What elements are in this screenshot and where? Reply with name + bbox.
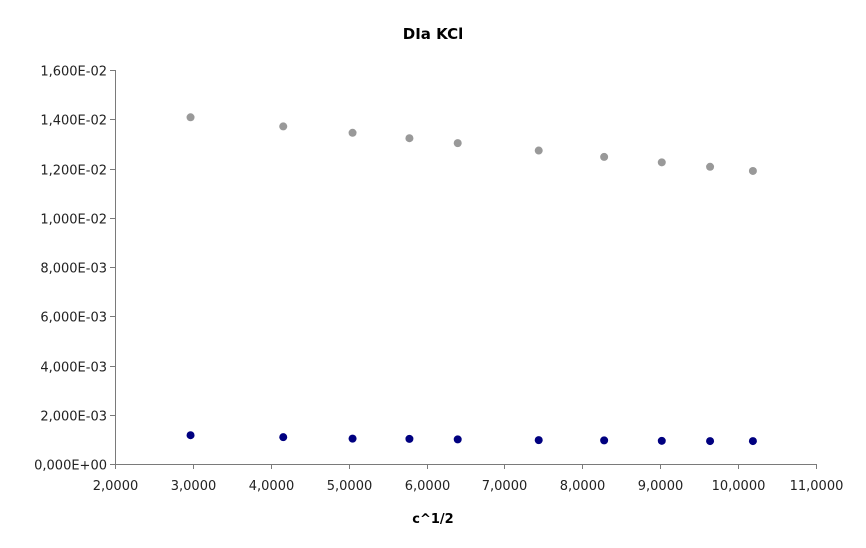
data-point-series-1 xyxy=(748,166,757,175)
x-tick-label: 2,0000 xyxy=(93,479,139,494)
data-point-series-1 xyxy=(600,152,609,161)
x-tick-label: 4,0000 xyxy=(249,479,295,494)
x-tick-label: 11,0000 xyxy=(790,479,844,494)
data-point-series-2 xyxy=(706,437,715,446)
x-axis-ticks: 2,0000 3,0000 4,0000 5,0000 6,0000 7,0000 8,00… xyxy=(93,464,844,494)
chart-title: DIa KCl xyxy=(403,25,463,43)
data-point-series-1 xyxy=(657,158,666,167)
data-point-series-1 xyxy=(405,134,414,143)
data-point-series-1 xyxy=(534,146,543,155)
data-point-series-2 xyxy=(748,437,757,446)
x-tick-label: 6,0000 xyxy=(405,479,451,494)
y-tick-label: 1,000E-02 xyxy=(40,213,107,228)
data-point-series-2 xyxy=(348,434,357,443)
data-point-series-2 xyxy=(186,431,195,440)
y-axis-ticks: 0,000E+00 2,000E-03 4,000E-03 6,000E-03 8,00… xyxy=(34,65,115,474)
data-point-series-1 xyxy=(348,128,357,137)
data-point-series-1 xyxy=(186,113,195,122)
data-point-series-2 xyxy=(453,435,462,444)
x-tick-label: 9,0000 xyxy=(638,479,684,494)
x-tick-label: 5,0000 xyxy=(327,479,373,494)
y-tick-label: 1,400E-02 xyxy=(40,114,107,129)
y-tick-label: 1,200E-02 xyxy=(40,164,107,179)
data-points xyxy=(186,113,757,446)
data-point-series-2 xyxy=(657,436,666,445)
data-point-series-2 xyxy=(279,433,288,442)
y-tick-label: 4,000E-03 xyxy=(40,361,107,376)
data-point-series-2 xyxy=(534,436,543,445)
data-point-series-1 xyxy=(279,122,288,131)
x-tick-label: 3,0000 xyxy=(171,479,217,494)
data-point-series-2 xyxy=(600,436,609,445)
y-tick-label: 6,000E-03 xyxy=(40,311,107,326)
y-tick-label: 0,000E+00 xyxy=(34,459,107,474)
data-point-series-2 xyxy=(405,434,414,443)
x-tick-label: 10,0000 xyxy=(712,479,766,494)
x-tick-label: 8,0000 xyxy=(560,479,606,494)
y-tick-label: 1,600E-02 xyxy=(40,65,107,80)
data-point-series-1 xyxy=(453,139,462,148)
y-tick-label: 2,000E-03 xyxy=(40,410,107,425)
x-axis-label: c^1/2 xyxy=(412,512,453,527)
x-tick-label: 7,0000 xyxy=(482,479,528,494)
y-tick-label: 8,000E-03 xyxy=(40,262,107,277)
data-point-series-1 xyxy=(706,162,715,171)
